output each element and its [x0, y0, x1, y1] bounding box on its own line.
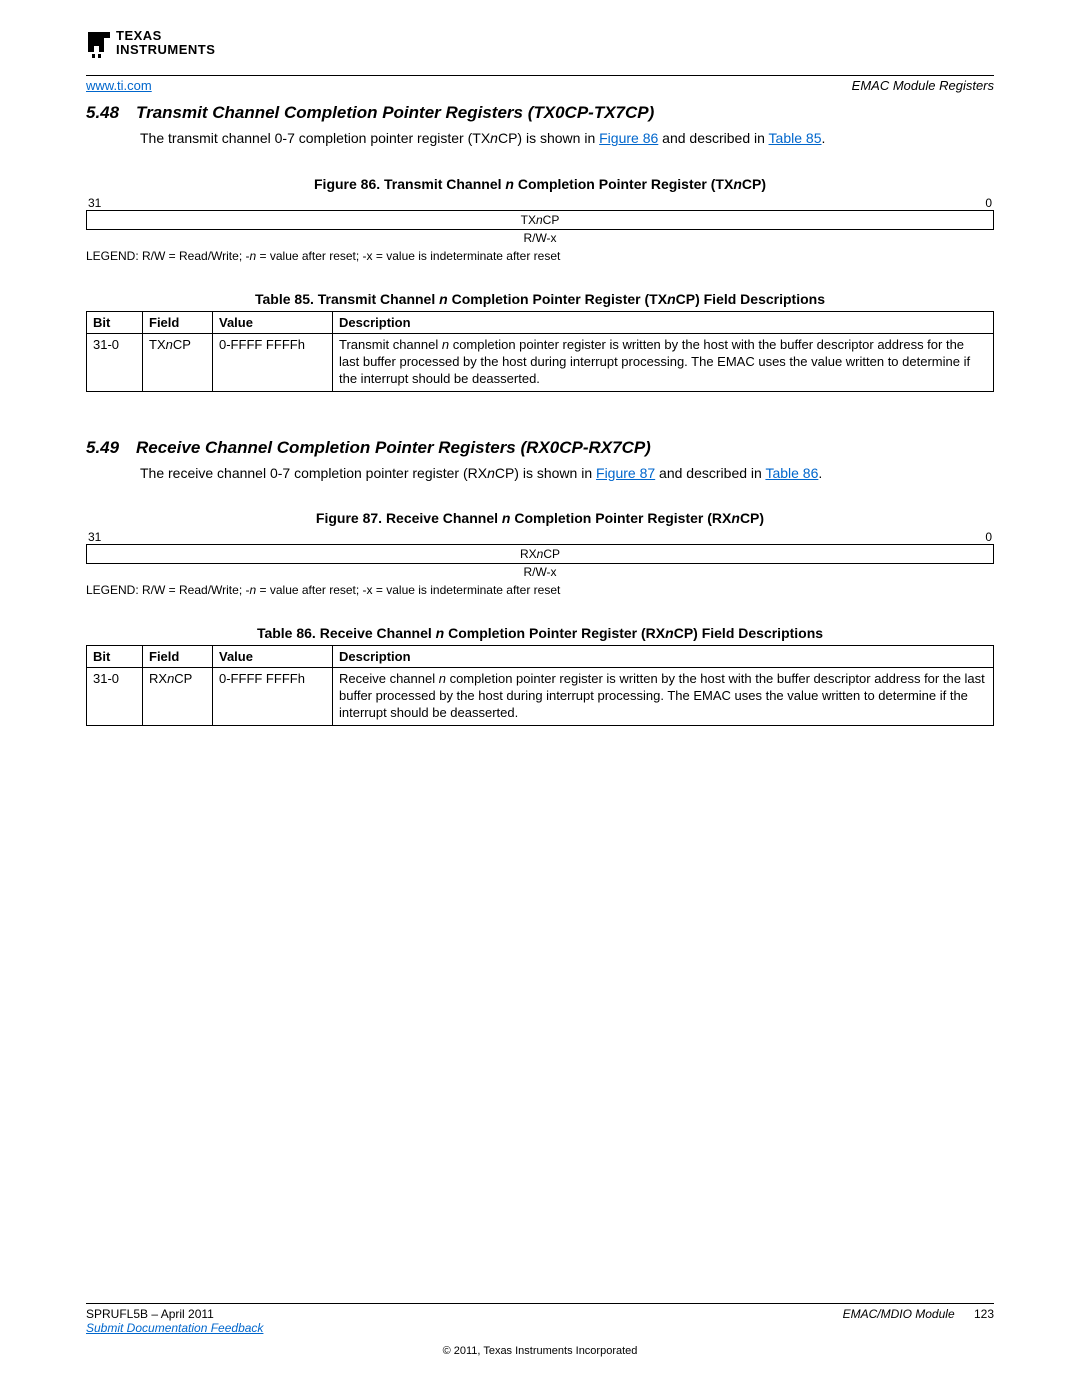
header-module: EMAC Module Registers	[852, 78, 994, 93]
table-row: 31-0 TXnCP 0-FFFF FFFFh Transmit channel…	[87, 333, 994, 391]
footer-rule	[86, 1303, 994, 1304]
th-desc: Description	[333, 646, 994, 668]
figure-86-legend: LEGEND: R/W = Read/Write; -n = value aft…	[86, 249, 994, 263]
svg-text:INSTRUMENTS: INSTRUMENTS	[116, 42, 215, 57]
td-bit: 31-0	[87, 333, 143, 391]
table-85: Bit Field Value Description 31-0 TXnCP 0…	[86, 311, 994, 392]
td-desc: Receive channel n completion pointer reg…	[333, 668, 994, 726]
figure-87-link[interactable]: Figure 87	[596, 465, 655, 481]
table-86-link[interactable]: Table 86	[765, 465, 818, 481]
td-field: RXnCP	[143, 668, 213, 726]
figure-87-legend: LEGEND: R/W = Read/Write; -n = value aft…	[86, 583, 994, 597]
footer-module: EMAC/MDIO Module	[843, 1307, 955, 1321]
figure-87-field: RXnCP	[86, 544, 994, 564]
ti-logo: TEXAS INSTRUMENTS	[86, 24, 994, 69]
table-85-link[interactable]: Table 85	[769, 130, 822, 146]
figure-86-caption: Figure 86. Transmit Channel n Completion…	[86, 176, 994, 192]
th-bit: Bit	[87, 646, 143, 668]
table-86: Bit Field Value Description 31-0 RXnCP 0…	[86, 645, 994, 726]
table-86-caption: Table 86. Receive Channel n Completion P…	[86, 625, 994, 641]
figure-86-link[interactable]: Figure 86	[599, 130, 658, 146]
section-5-48-title: 5.48Transmit Channel Completion Pointer …	[86, 103, 994, 123]
section-5-49-para: The receive channel 0-7 completion point…	[140, 464, 994, 483]
th-desc: Description	[333, 311, 994, 333]
header-url-link[interactable]: www.ti.com	[86, 78, 152, 93]
svg-text:TEXAS: TEXAS	[116, 28, 162, 43]
figure-86-rw: R/W-x	[86, 230, 994, 247]
section-5-48-num: 5.48	[86, 103, 136, 123]
section-5-48-heading: Transmit Channel Completion Pointer Regi…	[136, 103, 654, 122]
th-value: Value	[213, 646, 333, 668]
section-5-48-para: The transmit channel 0-7 completion poin…	[140, 129, 994, 148]
td-bit: 31-0	[87, 668, 143, 726]
td-desc: Transmit channel n completion pointer re…	[333, 333, 994, 391]
footer-copyright: © 2011, Texas Instruments Incorporated	[86, 1345, 994, 1357]
th-bit: Bit	[87, 311, 143, 333]
figure-86-bitrange: 31 0	[86, 196, 994, 210]
td-value: 0-FFFF FFFFh	[213, 668, 333, 726]
section-5-49-heading: Receive Channel Completion Pointer Regis…	[136, 438, 651, 457]
th-field: Field	[143, 311, 213, 333]
td-value: 0-FFFF FFFFh	[213, 333, 333, 391]
table-85-caption: Table 85. Transmit Channel n Completion …	[86, 291, 994, 307]
th-field: Field	[143, 646, 213, 668]
figure-87-rw: R/W-x	[86, 564, 994, 581]
th-value: Value	[213, 311, 333, 333]
section-5-49-num: 5.49	[86, 438, 136, 458]
header-rule	[86, 75, 994, 76]
footer-page: 123	[974, 1307, 994, 1321]
table-row: 31-0 RXnCP 0-FFFF FFFFh Receive channel …	[87, 668, 994, 726]
figure-87-caption: Figure 87. Receive Channel n Completion …	[86, 510, 994, 526]
submit-feedback-link[interactable]: Submit Documentation Feedback	[86, 1321, 263, 1335]
td-field: TXnCP	[143, 333, 213, 391]
figure-87-bitrange: 31 0	[86, 530, 994, 544]
figure-86-field: TXnCP	[86, 210, 994, 230]
section-5-49-title: 5.49Receive Channel Completion Pointer R…	[86, 438, 994, 458]
footer-docid: SPRUFL5B – April 2011	[86, 1307, 214, 1321]
